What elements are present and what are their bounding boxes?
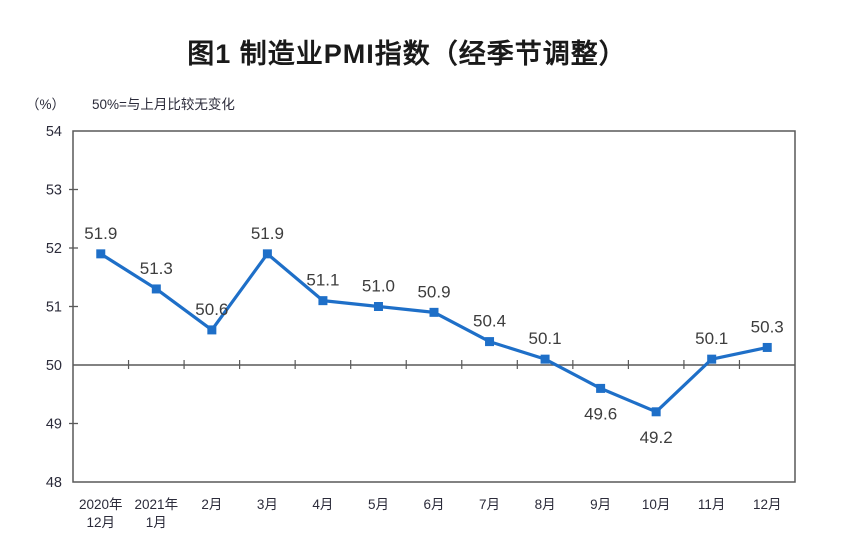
x-axis-label: 2020年 12月 — [79, 497, 123, 530]
data-point-marker — [762, 342, 772, 352]
x-axis-label: 3月 — [257, 497, 278, 512]
chart-title: 图1 制造业PMI指数（经季节调整） — [187, 39, 627, 69]
y-axis-label: 52 — [46, 241, 62, 257]
x-axis-label: 6月 — [423, 497, 444, 512]
data-point-label: 50.3 — [751, 317, 784, 336]
y-axis-unit-label: （%） — [26, 97, 66, 112]
y-axis-label: 49 — [46, 417, 62, 433]
data-point-marker — [651, 407, 661, 417]
data-point-label: 50.4 — [473, 312, 506, 331]
data-point-label: 51.9 — [84, 224, 117, 243]
y-axis-label: 50 — [46, 358, 62, 374]
data-point-marker — [373, 302, 383, 311]
x-axis-label: 8月 — [535, 497, 556, 512]
y-axis-label: 51 — [46, 300, 62, 316]
x-axis-label: 10月 — [642, 497, 671, 512]
plot-area — [72, 130, 796, 483]
reference-line-note: 50%=与上月比较无变化 — [92, 97, 235, 112]
x-axis-label: 2021年 1月 — [135, 497, 179, 530]
data-point-label: 51.1 — [306, 271, 339, 290]
data-point-marker — [485, 337, 495, 347]
data-point-marker — [540, 354, 550, 364]
x-axis-label: 12月 — [753, 497, 782, 512]
data-point-marker — [318, 296, 328, 306]
data-point-label: 50.1 — [695, 329, 728, 348]
data-point-label: 50.6 — [195, 300, 228, 319]
x-axis-label: 9月 — [590, 497, 611, 512]
data-point-marker — [429, 307, 439, 317]
data-point-marker — [262, 249, 272, 259]
data-point-label: 49.6 — [584, 404, 617, 423]
x-axis-label: 5月 — [368, 497, 389, 512]
data-point-label: 51.9 — [251, 224, 284, 243]
data-point-marker — [96, 249, 106, 259]
y-axis-label: 53 — [46, 183, 62, 199]
data-point-label: 51.3 — [140, 259, 173, 278]
x-axis-label: 7月 — [479, 497, 500, 512]
data-point-marker — [596, 383, 606, 393]
data-point-label: 50.1 — [529, 329, 562, 348]
x-axis-label: 4月 — [312, 497, 333, 512]
x-axis-label: 11月 — [698, 497, 726, 512]
y-axis-label: 48 — [46, 475, 62, 491]
data-point-label: 51.0 — [362, 277, 395, 296]
data-point-marker — [707, 354, 717, 364]
y-axis-label: 54 — [46, 124, 62, 140]
data-point-label: 50.9 — [417, 282, 450, 301]
x-axis-label: 2月 — [201, 497, 222, 512]
data-point-marker — [151, 284, 161, 294]
data-point-label: 49.2 — [640, 428, 673, 447]
data-point-marker — [207, 325, 217, 335]
